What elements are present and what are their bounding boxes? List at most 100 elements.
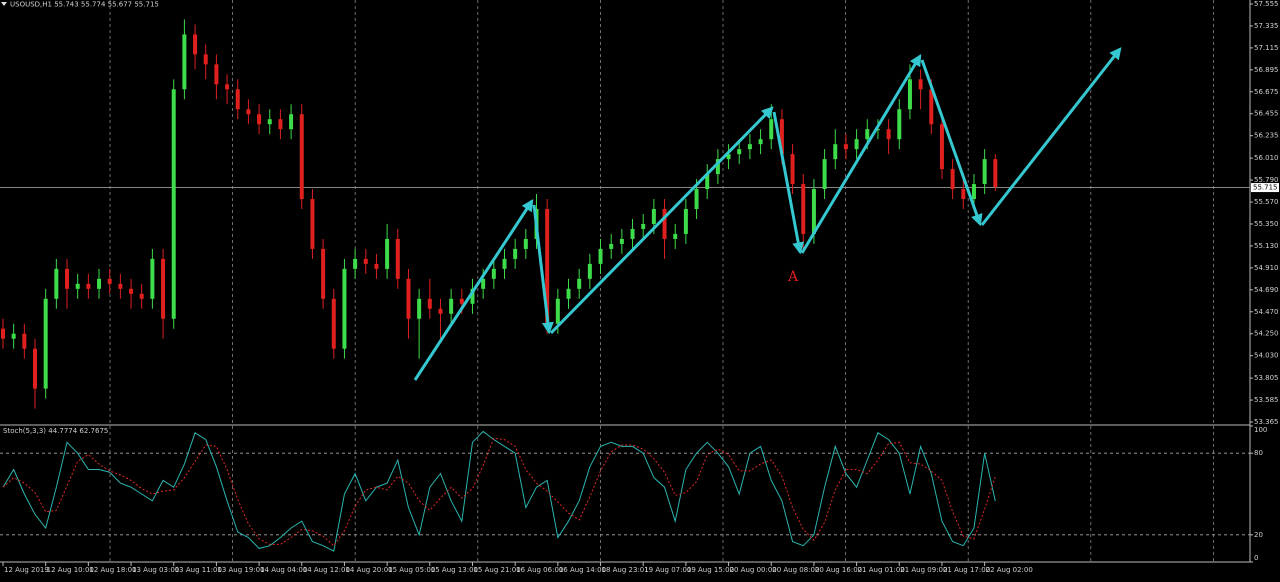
y-tick-label: 57.115	[1254, 44, 1279, 52]
candle-body	[246, 109, 251, 115]
candle-body	[75, 283, 80, 289]
y-tick-label: 80	[1254, 449, 1263, 457]
candle-body	[171, 89, 176, 319]
candle-body	[257, 114, 262, 125]
y-tick-label: 54.470	[1254, 308, 1279, 316]
candle-body	[545, 209, 550, 324]
candle-body	[118, 283, 123, 289]
candle-body	[331, 298, 336, 349]
candle-body	[481, 278, 486, 289]
y-tick-label: 54.250	[1254, 330, 1279, 338]
x-tick-label: 22 Aug 02:00	[986, 566, 1033, 574]
candle-body	[886, 129, 891, 140]
y-tick-label: 55.570	[1254, 198, 1279, 206]
candle-body	[150, 258, 155, 299]
x-tick-label: 20 Aug 08:00	[772, 566, 819, 574]
candle-body	[299, 114, 304, 200]
candle-body	[193, 34, 198, 55]
candle-body	[513, 248, 518, 259]
arrow	[549, 106, 774, 335]
candle-body	[342, 268, 347, 349]
x-tick-label: 14 Aug 04:00	[260, 566, 307, 574]
candle-body	[43, 298, 48, 389]
candle-body	[225, 84, 230, 90]
candle-body	[705, 174, 710, 190]
candle-body	[235, 89, 240, 110]
candle-body	[971, 184, 976, 200]
y-tick-label: 57.335	[1254, 22, 1279, 30]
y-tick-label: 100	[1254, 426, 1267, 434]
x-tick-label: 12 Aug 2019	[4, 566, 49, 574]
candle-body	[769, 119, 774, 140]
arrow	[532, 204, 554, 335]
x-tick-label: 20 Aug 16:00	[815, 566, 862, 574]
candle-body	[950, 169, 955, 190]
candle-body	[321, 248, 326, 299]
candle-body	[523, 238, 528, 249]
y-tick-label: 53.585	[1254, 396, 1279, 404]
x-tick-label: 16 Aug 14:00	[559, 566, 606, 574]
candle-body	[203, 54, 208, 65]
x-tick-label: 20 Aug 00:00	[730, 566, 777, 574]
x-tick-label: 12 Aug 10:00	[47, 566, 94, 574]
current-price-label: 55.715	[1253, 184, 1278, 192]
y-tick-label: 53.365	[1254, 418, 1279, 426]
x-tick-label: 13 Aug 11:00	[175, 566, 222, 574]
candle-body	[779, 119, 784, 155]
stoch-panel: 100 80 20 0	[0, 425, 1267, 563]
x-tick-label: 21 Aug 09:00	[900, 566, 947, 574]
candle-body	[897, 109, 902, 140]
candle-body	[865, 129, 870, 140]
candle-body	[278, 119, 283, 130]
candle-body	[918, 79, 923, 90]
candle-body	[459, 298, 464, 304]
candle-body	[929, 89, 934, 125]
y-tick-label: 55.790	[1254, 176, 1279, 184]
y-tick-label: 56.235	[1254, 132, 1279, 140]
y-tick-label: 54.690	[1254, 286, 1279, 294]
candle-body	[939, 124, 944, 170]
x-tick-label: 16 Aug 06:00	[516, 566, 563, 574]
y-tick-label: 56.675	[1254, 88, 1279, 96]
candle-body	[54, 268, 59, 299]
candle-body	[86, 283, 91, 289]
indicator-title: Stoch(5,3,3) 44.7774 62.7675	[3, 427, 108, 435]
x-tick-label: 19 Aug 07:00	[644, 566, 691, 574]
collapse-icon[interactable]	[1, 2, 7, 6]
zigzag-arrows	[413, 47, 1122, 381]
candle-body	[395, 238, 400, 279]
chart-title: USOUSD,H1 55.743 55.774 55.677 55.715	[10, 1, 159, 9]
candle-body	[139, 293, 144, 299]
candle-body	[374, 263, 379, 269]
candle-body	[694, 189, 699, 210]
x-tick-label: 12 Aug 18:00	[89, 566, 136, 574]
candle-body	[267, 119, 272, 125]
candle-body	[630, 228, 635, 239]
arrow	[920, 59, 983, 227]
candle-body	[1, 328, 5, 339]
candle-body	[22, 333, 27, 349]
candle-body	[502, 258, 507, 269]
candle-body	[651, 209, 656, 224]
x-tick-label: 14 Aug 12:00	[303, 566, 350, 574]
candle-body	[107, 278, 112, 284]
candle-body	[982, 159, 987, 185]
candle-body	[961, 189, 966, 200]
y-tick-label: 53.805	[1254, 374, 1279, 382]
candle-body	[363, 258, 368, 264]
x-tick-label: 21 Aug 01:00	[858, 566, 905, 574]
candle-body	[566, 288, 571, 299]
candle-body	[470, 288, 475, 304]
candle-body	[353, 258, 358, 269]
candle-body	[438, 308, 443, 314]
y-tick-label: 56.010	[1254, 154, 1279, 162]
candle-body	[587, 263, 592, 279]
candle-body	[129, 288, 134, 294]
candle-body	[289, 114, 294, 130]
arrow	[413, 198, 534, 381]
candle-body	[662, 209, 667, 239]
annotation: A	[787, 269, 799, 285]
candle-body	[726, 154, 731, 160]
candle-body	[833, 144, 838, 160]
